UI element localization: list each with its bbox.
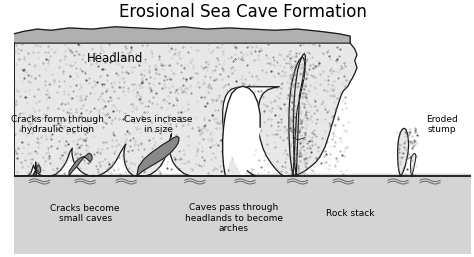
Text: Caves pass through
headlands to become
arches: Caves pass through headlands to become a… <box>185 203 283 233</box>
Text: Cracks form through
hydraulic action: Cracks form through hydraulic action <box>11 115 104 134</box>
Polygon shape <box>69 153 92 176</box>
Text: Rock stack: Rock stack <box>326 209 374 218</box>
Polygon shape <box>14 43 357 176</box>
Text: Eroded
stump: Eroded stump <box>426 115 457 134</box>
Text: Headland: Headland <box>87 52 143 65</box>
Polygon shape <box>137 136 179 176</box>
Polygon shape <box>398 128 409 176</box>
Polygon shape <box>289 57 305 176</box>
Polygon shape <box>14 27 350 43</box>
Polygon shape <box>33 164 41 176</box>
Polygon shape <box>410 153 416 176</box>
Bar <box>14 21 471 176</box>
Polygon shape <box>293 54 305 176</box>
Polygon shape <box>223 86 260 176</box>
Title: Erosional Sea Cave Formation: Erosional Sea Cave Formation <box>119 3 367 21</box>
Text: Caves increase
in size: Caves increase in size <box>124 115 192 134</box>
Text: Cracks become
small caves: Cracks become small caves <box>50 204 120 223</box>
Bar <box>14 174 471 254</box>
